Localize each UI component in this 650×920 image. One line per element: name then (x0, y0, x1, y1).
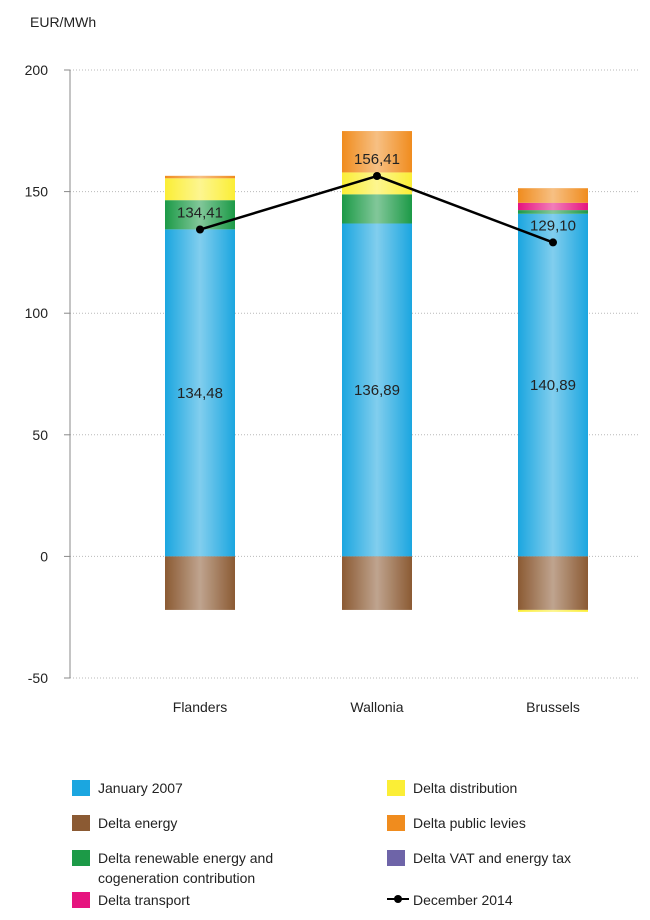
bar-segment-highlight (342, 172, 412, 195)
line-data-label: 134,41 (177, 205, 223, 222)
y-tick-label: -50 (28, 670, 48, 686)
bar-segment-highlight (518, 188, 588, 203)
line-point (373, 172, 381, 181)
y-tick-label: 0 (40, 548, 48, 564)
line-data-label: 129,10 (530, 217, 576, 234)
x-tick-label: Wallonia (350, 699, 403, 715)
y-axis-unit-label: EUR/MWh (30, 14, 97, 30)
y-tick-label: 50 (32, 427, 48, 443)
bar-segment-highlight (165, 175, 235, 179)
bar-segment-highlight (518, 609, 588, 612)
bar-segment-highlight (165, 556, 235, 610)
y-tick-label: 100 (25, 305, 49, 321)
data-label: 136,89 (354, 382, 400, 399)
bar-segment-highlight (518, 556, 588, 610)
bar-segment-highlight (165, 200, 235, 230)
x-tick-label: Brussels (526, 699, 580, 715)
line-data-label: 156,41 (354, 151, 400, 168)
bar-segment-highlight (342, 556, 412, 610)
bar-segment-highlight (165, 229, 235, 557)
data-label: 140,89 (530, 377, 576, 394)
bar-segment-highlight (342, 194, 412, 224)
line-point (549, 238, 557, 247)
line-point (196, 225, 204, 234)
bar-segment-highlight (518, 213, 588, 557)
bar-segment-highlight (165, 178, 235, 201)
bar-segment-highlight (342, 223, 412, 557)
x-tick-label: Flanders (173, 699, 227, 715)
bar-segment-highlight (342, 131, 412, 173)
y-tick-label: 200 (25, 62, 49, 78)
y-tick-label: 150 (25, 184, 49, 200)
bar-segment-highlight (518, 202, 588, 211)
data-label: 134,48 (177, 385, 223, 402)
bar-segment-highlight (518, 210, 588, 214)
